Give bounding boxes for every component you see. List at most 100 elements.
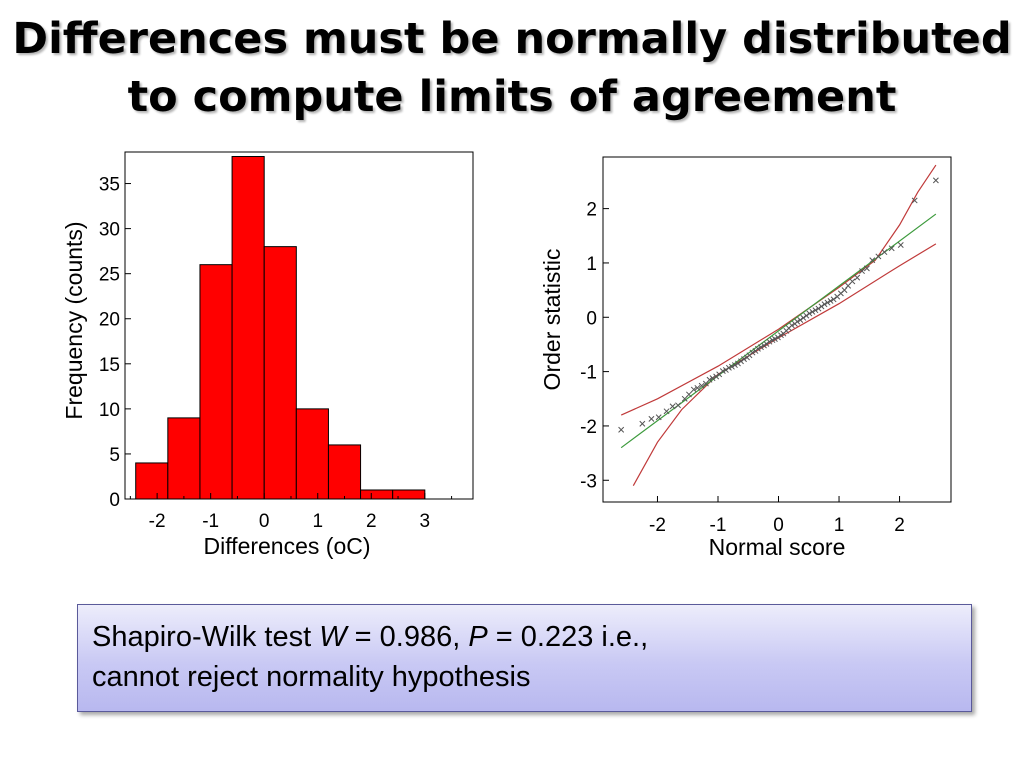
histogram-x-tick-label: -1 xyxy=(202,511,219,532)
qq-x-axis-title: Normal score xyxy=(709,534,846,560)
qq-point-65 xyxy=(875,253,882,260)
histogram-x-tick-label: -2 xyxy=(149,511,166,532)
qq-point-21 xyxy=(731,362,738,369)
qq-point-66 xyxy=(881,249,888,256)
qq-x-tick-label: -1 xyxy=(710,515,727,536)
qq-y-axis-title: Order statistic xyxy=(539,249,565,391)
histogram-x-tick-label: 3 xyxy=(420,511,431,532)
qq-point-68 xyxy=(897,242,904,248)
qq-y-tick-label: 1 xyxy=(586,254,597,275)
histogram-bar-1 xyxy=(167,417,201,500)
p-value-text: = 0.223 i.e., xyxy=(487,621,649,653)
shapiro-wilk-callout: Shapiro-Wilk test W = 0.986, P = 0.223 i… xyxy=(77,604,972,712)
histogram-chart: 0 5 10 15 20 25 30 35 -2 -1 0 1 2 3 Differences (oC) Fr… xyxy=(61,151,474,559)
qq-point-29 xyxy=(754,345,761,352)
qq-y-tick-label: 2 xyxy=(586,200,597,221)
qq-point-45 xyxy=(800,314,807,321)
qq-point-9 xyxy=(690,386,697,393)
histogram-y-tick-label: 30 xyxy=(99,220,120,241)
qq-point-10 xyxy=(694,384,701,391)
qq-point-54 xyxy=(827,298,834,304)
qq-point-22 xyxy=(735,360,741,367)
callout-line-2: cannot reject normality hypothesis xyxy=(92,661,531,693)
qq-point-46 xyxy=(803,312,810,319)
normal-probability-plot: -3 -2 -1 0 1 2 -2 -1 0 1 2 Normal score Order statis… xyxy=(539,156,952,560)
callout-line-1: Shapiro-Wilk test W = 0.986, P = 0.223 i… xyxy=(92,617,957,657)
qq-point-47 xyxy=(806,310,813,317)
qq-point-3 xyxy=(655,414,662,421)
histogram-bar-7 xyxy=(360,489,394,500)
histogram-bar-3 xyxy=(231,156,265,500)
qq-point-41 xyxy=(788,322,795,329)
qq-point-13 xyxy=(706,376,713,383)
qq-point-49 xyxy=(812,307,819,314)
qq-point-2 xyxy=(648,415,655,422)
qq-point-69 xyxy=(911,197,918,204)
qq-point-4 xyxy=(663,408,670,415)
qq-point-62 xyxy=(859,268,865,275)
histogram-y-tick-label: 5 xyxy=(109,445,120,466)
qq-point-20 xyxy=(728,363,735,370)
qq-point-51 xyxy=(818,303,825,310)
qq-x-tick-label: 1 xyxy=(834,515,845,536)
histogram-y-tick-label: 20 xyxy=(99,310,120,331)
qq-point-52 xyxy=(821,301,828,308)
slide-title-line-1: Differences must be normally distributed xyxy=(12,14,1012,64)
qq-point-36 xyxy=(774,334,781,341)
histogram-y-axis-title: Frequency (counts) xyxy=(61,221,87,419)
qq-point-8 xyxy=(685,391,692,398)
qq-point-11 xyxy=(698,382,705,389)
qq-point-58 xyxy=(841,287,848,294)
histogram-y-tick-label: 10 xyxy=(99,400,120,421)
qq-point-43 xyxy=(794,318,801,325)
qq-point-5 xyxy=(669,403,676,410)
qq-y-tick-label: -3 xyxy=(580,471,597,492)
qq-point-24 xyxy=(741,356,747,363)
histogram-bar-5 xyxy=(295,408,329,500)
qq-point-0 xyxy=(618,426,625,433)
qq-point-48 xyxy=(809,308,816,315)
qq-point-44 xyxy=(797,317,804,323)
qq-point-14 xyxy=(709,375,716,382)
qq-point-27 xyxy=(749,349,756,356)
callout-text-prefix: Shapiro-Wilk test xyxy=(92,621,320,653)
histogram-bar-0 xyxy=(135,462,169,500)
qq-x-tick-label: 2 xyxy=(894,515,905,536)
histogram-y-tick-label: 15 xyxy=(99,355,120,376)
qq-x-tick-label: 0 xyxy=(773,515,784,536)
qq-point-32 xyxy=(763,340,770,347)
qq-point-55 xyxy=(830,296,837,303)
qq-point-33 xyxy=(766,338,773,345)
histogram-bar-4 xyxy=(263,246,297,500)
qq-point-1 xyxy=(639,420,646,427)
qq-point-18 xyxy=(722,367,729,373)
histogram-x-axis-title: Differences (oC) xyxy=(203,533,370,559)
histogram-y-tick-label: 35 xyxy=(99,175,120,196)
histogram-y-tick-label: 0 xyxy=(109,490,120,511)
histogram-x-tick-label: 1 xyxy=(312,511,323,532)
qq-point-53 xyxy=(824,299,831,306)
qq-point-15 xyxy=(713,373,720,380)
slide-title-line-2: to compute limits of agreement xyxy=(127,72,897,122)
w-statistic-symbol: W xyxy=(319,621,347,653)
qq-point-61 xyxy=(854,274,861,281)
qq-y-tick-label: -1 xyxy=(580,363,597,384)
qq-point-64 xyxy=(869,257,876,264)
qq-point-67 xyxy=(888,245,895,252)
qq-point-70 xyxy=(932,177,939,184)
qq-y-tick-label: -2 xyxy=(580,417,597,438)
qq-y-tick-label: 0 xyxy=(586,308,597,329)
w-statistic-value: = 0.986, xyxy=(346,621,469,653)
histogram-bar-2 xyxy=(199,264,233,500)
qq-point-6 xyxy=(675,402,682,409)
qq-point-63 xyxy=(863,265,870,272)
histogram-x-tick-label: 0 xyxy=(259,511,270,532)
slide-title: Differences must be normally distributed… xyxy=(0,10,1024,126)
qq-point-30 xyxy=(758,344,764,351)
histogram-x-tick-label: 2 xyxy=(366,511,377,532)
histogram-y-tick-label: 25 xyxy=(99,265,120,286)
p-value-symbol: P xyxy=(468,621,488,653)
qq-point-60 xyxy=(849,278,856,285)
qq-point-35 xyxy=(771,336,778,342)
qq-confidence-upper-curve xyxy=(620,164,937,416)
